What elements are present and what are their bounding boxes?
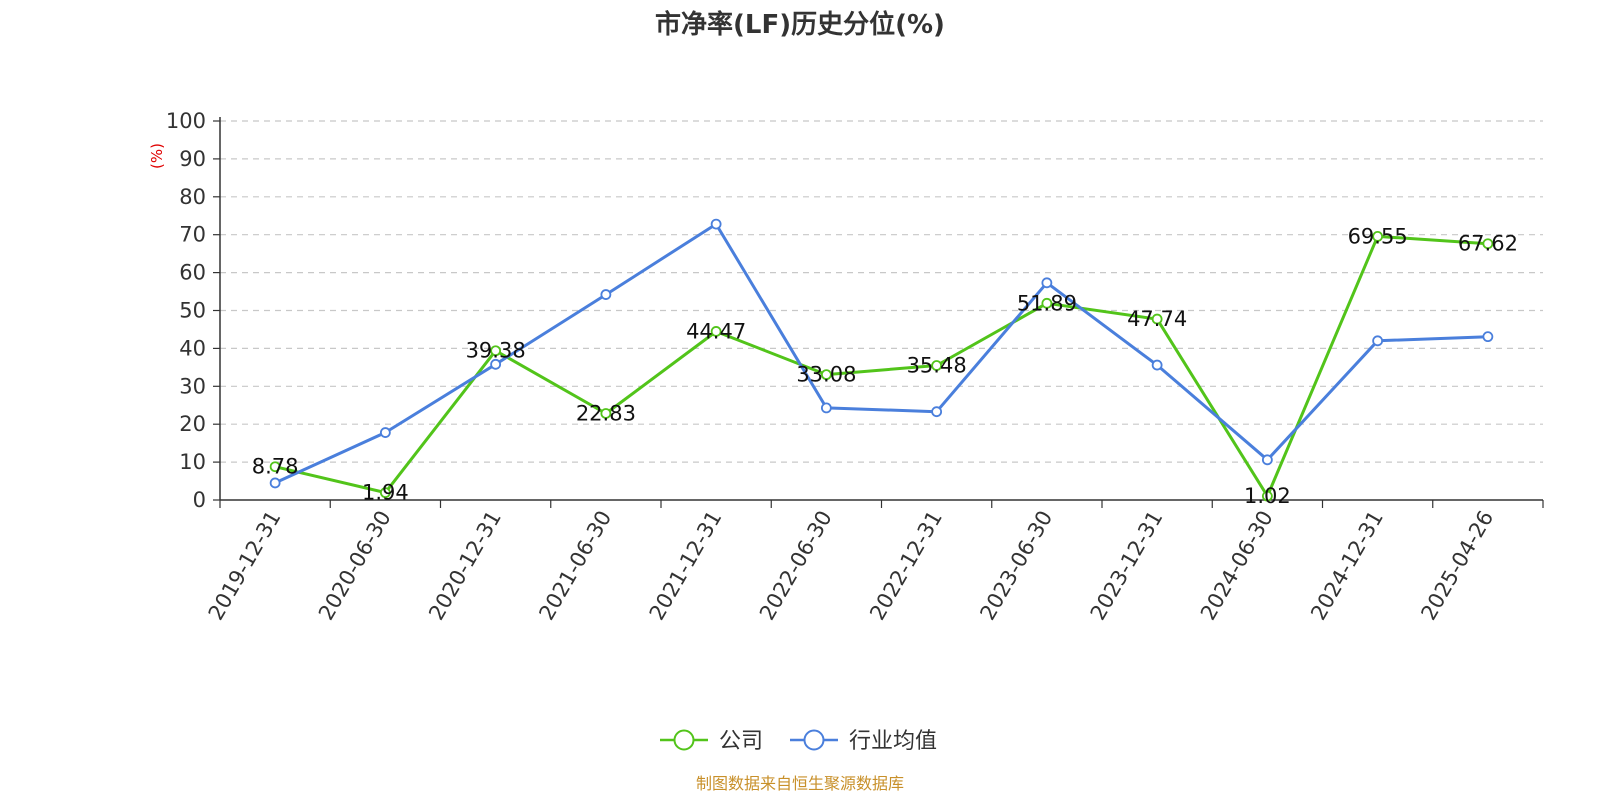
data-label: 39.38 — [466, 339, 526, 363]
x-tick-label: 2021-06-30 — [534, 507, 616, 625]
data-label: 8.78 — [252, 455, 299, 479]
x-tick-label: 2024-12-31 — [1306, 507, 1388, 625]
x-tick-label: 2020-12-31 — [424, 507, 506, 625]
data-label: 47.74 — [1127, 307, 1187, 331]
legend-item-1[interactable]: 公司 — [660, 729, 763, 754]
y-tick-label: 0 — [193, 488, 206, 512]
data-label: 22.83 — [576, 401, 636, 425]
data-point — [490, 358, 502, 370]
data-point — [710, 326, 722, 337]
series-line-1 — [274, 234, 1488, 498]
data-point — [269, 477, 281, 489]
x-tick-label: 2022-12-31 — [865, 507, 947, 625]
data-point — [931, 360, 943, 371]
y-tick-label: 80 — [179, 185, 206, 209]
y-tick-label: 100 — [166, 109, 206, 133]
data-point — [710, 218, 722, 230]
data-label: 44.47 — [686, 319, 746, 343]
x-tick-label: 2025-04-26 — [1416, 507, 1498, 625]
data-label: 1.02 — [1244, 484, 1291, 508]
legend-item-2[interactable]: 行业均值 — [790, 729, 937, 754]
source-note: 制图数据来自恒生聚源数据库 — [696, 774, 904, 793]
data-label: 33.08 — [796, 363, 856, 387]
y-tick-label: 60 — [179, 261, 206, 285]
x-tick-label: 2020-06-30 — [314, 507, 396, 625]
data-point — [931, 406, 943, 418]
chart-title: 市净率(LF)历史分位(%) — [655, 9, 945, 40]
data-point — [379, 427, 391, 438]
y-tick-label: 90 — [179, 147, 206, 171]
x-axis: 2019-12-31 2020-06-30 2020-12-31 2021-06-30… — [204, 499, 1544, 625]
data-point — [1041, 277, 1053, 289]
legend-marker — [673, 729, 695, 751]
data-point — [1482, 331, 1494, 343]
data-point — [1151, 313, 1163, 325]
series-line-2 — [274, 222, 1488, 485]
y-tick-label: 50 — [179, 299, 206, 323]
legend-label: 公司 — [719, 729, 763, 754]
x-tick-label: 2022-06-30 — [755, 507, 837, 625]
data-point — [820, 369, 832, 381]
legend[interactable]: 公司 行业均值 — [660, 729, 937, 754]
data-point — [1261, 454, 1273, 466]
x-tick-label: 2024-06-30 — [1196, 507, 1278, 625]
series-layer — [269, 218, 1494, 502]
data-point — [1372, 335, 1384, 347]
data-point — [1372, 231, 1384, 242]
data-label: 35.48 — [907, 354, 967, 378]
y-tick-label: 20 — [179, 412, 206, 436]
data-labels: 8.78 1.94 39.38 22.83 44.47 33.08 35.48 51.89 47… — [252, 224, 1518, 508]
data-point — [600, 289, 612, 300]
data-point — [490, 345, 502, 357]
x-tick-label: 2021-12-31 — [645, 507, 727, 625]
data-label: 69.55 — [1348, 224, 1408, 248]
y-tick-label: 40 — [179, 336, 206, 360]
data-point — [1041, 297, 1053, 309]
y-tick-label: 10 — [179, 450, 206, 474]
data-label: 51.89 — [1017, 291, 1077, 315]
data-point — [1151, 359, 1163, 371]
data-point — [820, 402, 832, 414]
legend-label: 行业均值 — [849, 729, 937, 754]
data-point — [1261, 490, 1273, 502]
y-axis-unit: (%) — [148, 143, 166, 169]
x-tick-label: 2019-12-31 — [204, 507, 286, 625]
data-label: 1.94 — [362, 481, 409, 505]
x-tick-label: 2023-06-30 — [975, 507, 1057, 625]
data-point — [269, 461, 281, 473]
y-tick-label: 70 — [179, 223, 206, 247]
x-tick-label: 2023-12-31 — [1086, 507, 1168, 625]
y-axis: 0 10 20 30 40 50 60 70 80 90 100 — [166, 109, 221, 512]
y-tick-label: 30 — [179, 374, 206, 398]
data-point — [379, 487, 391, 499]
data-point — [600, 408, 612, 419]
data-label: 67.62 — [1458, 232, 1518, 256]
data-point — [1482, 238, 1494, 250]
legend-marker — [803, 729, 825, 751]
grid-lines — [220, 120, 1543, 463]
